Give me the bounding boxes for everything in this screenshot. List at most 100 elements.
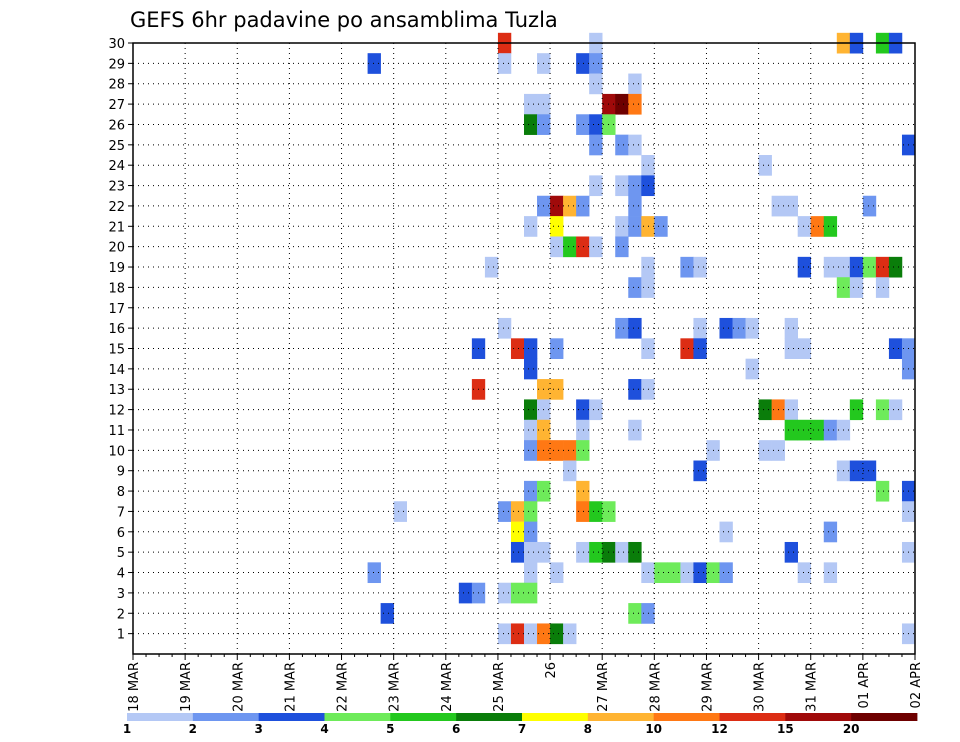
y-tick-label: 2 [117, 607, 125, 622]
x-tick-label: 26 [544, 662, 559, 679]
grid-lines [133, 43, 915, 654]
heatmap-cell [628, 134, 642, 156]
heatmap-cell [680, 338, 694, 359]
heatmap-cell [497, 623, 512, 645]
x-tick-label: 31 MAR [805, 662, 820, 712]
heatmap-cell [862, 195, 877, 217]
heatmap-cell [550, 236, 564, 258]
heatmap-cell [628, 379, 642, 400]
y-tick-label: 22 [108, 200, 125, 215]
heatmap-cell [823, 256, 838, 278]
heatmap-cell [589, 175, 603, 197]
legend-swatch [653, 713, 720, 721]
heatmap-cell [719, 562, 733, 584]
heatmap-cell [524, 541, 538, 563]
heatmap-cell [576, 480, 590, 502]
heatmap-cell [680, 256, 694, 278]
heatmap-cell [784, 338, 798, 359]
x-tick-label: 27 MAR [596, 662, 611, 712]
heatmap-cell [550, 338, 564, 359]
y-tick-label: 12 [108, 404, 125, 419]
heatmap-cell [628, 541, 642, 563]
heatmap-cell [849, 399, 864, 421]
heatmap-cell [615, 134, 629, 156]
y-tick-label: 29 [108, 57, 125, 72]
y-tick-label: 21 [108, 220, 125, 235]
heatmap-cell [641, 562, 655, 584]
heatmap-cell [680, 562, 694, 584]
heatmap-cell [393, 501, 407, 522]
heatmap-cell [510, 541, 525, 563]
heatmap-cell [745, 317, 759, 339]
legend-label: 10 [645, 722, 662, 736]
heatmap-cell [628, 419, 642, 441]
legend-swatch [258, 713, 325, 721]
heatmap-cell [654, 216, 668, 237]
legend-label: 15 [777, 722, 794, 736]
heatmap-cell [615, 175, 629, 197]
heatmap-cell [888, 399, 903, 421]
y-tick-label: 15 [108, 343, 125, 358]
y-tick-label: 7 [117, 505, 125, 520]
heatmap-cell [810, 419, 825, 441]
heatmap-cell [810, 216, 825, 237]
heatmap-cell [524, 521, 538, 543]
legend-label: 2 [189, 722, 197, 736]
heatmap-cell [615, 236, 629, 258]
heatmap-cell [510, 338, 525, 359]
heatmap-cell [589, 73, 603, 95]
x-tick-label: 02 APR [909, 662, 924, 708]
heatmap-cell [862, 460, 877, 482]
color-legend: 1 2 3 4 5 6 7 8 10 12 15 20 [123, 713, 918, 736]
heatmap-cell [628, 175, 642, 197]
heatmap-cell [719, 521, 733, 543]
heatmap-cell [797, 562, 812, 584]
heatmap-cell [563, 236, 577, 258]
heatmap-cell [628, 73, 642, 95]
legend-swatch [192, 713, 260, 721]
heatmap-cell [888, 338, 903, 359]
heatmap-cell [797, 419, 812, 441]
heatmap-cell [524, 93, 538, 115]
heatmap-cell [628, 93, 642, 115]
heatmap-cell [628, 277, 642, 298]
y-tick-label: 30 [108, 37, 125, 52]
heatmap-cell [576, 440, 590, 461]
heatmap-cell [654, 562, 668, 584]
heatmap-cell [641, 256, 655, 278]
y-tick-label: 26 [108, 118, 125, 133]
heatmap-cell [550, 379, 564, 400]
heatmap-cell [693, 256, 707, 278]
heatmap-cell [550, 623, 564, 645]
heatmap-cell [563, 623, 577, 645]
heatmap-cell [589, 541, 603, 563]
heatmap-cell [615, 216, 629, 237]
y-tick-label: 9 [117, 465, 125, 480]
heatmap-cell [823, 562, 838, 584]
heatmap-cell [524, 114, 538, 135]
heatmap-cell [550, 216, 564, 237]
x-tick-label: 01 APR [857, 662, 872, 708]
heatmap-cell [849, 277, 864, 298]
heatmap-cell [641, 603, 655, 624]
legend-swatch [456, 713, 523, 721]
heatmap-cell [367, 562, 381, 584]
y-tick-label: 23 [108, 180, 125, 195]
heatmap-cell [784, 399, 798, 421]
y-tick-label: 14 [108, 363, 125, 378]
heatmap-cell [641, 175, 655, 197]
heatmap-cell [524, 582, 538, 604]
heatmap-cell [641, 379, 655, 400]
heatmap-cell [641, 216, 655, 237]
heatmap-cell [797, 338, 812, 359]
legend-label: 20 [843, 722, 860, 736]
heatmap-cell [510, 501, 525, 522]
x-tick-label: 21 MAR [283, 662, 298, 712]
heatmap-cell [589, 134, 603, 156]
heatmap-cell [823, 419, 838, 441]
heatmap-cell [758, 440, 772, 461]
legend-label: 7 [518, 722, 526, 736]
y-tick-label: 13 [108, 383, 125, 398]
y-tick-label: 18 [108, 281, 125, 296]
